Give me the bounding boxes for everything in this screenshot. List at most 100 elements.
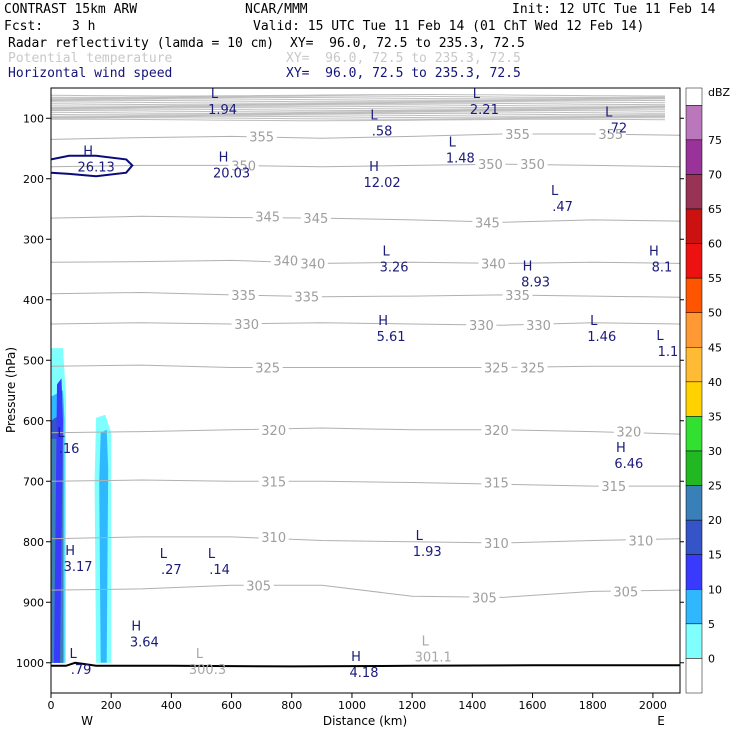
isentrope-label-bg (270, 252, 301, 268)
colorbar-swatch (685, 277, 703, 313)
isentrope-label-bg (613, 423, 644, 439)
isentrope-label: 340 (300, 257, 325, 272)
stratosphere-isentrope (51, 118, 666, 122)
colorbar-swatch (685, 450, 703, 486)
isentrope-label-bg (610, 583, 641, 599)
isentrope-325 (51, 364, 680, 368)
x-tick-label: 1600 (519, 699, 547, 712)
isentrope-label: 330 (526, 319, 551, 334)
x-tick-label: 800 (281, 699, 302, 712)
wind-extremum-value: 1.1 (658, 345, 679, 360)
isentrope-label-bg (481, 359, 512, 375)
stratosphere-isentrope (51, 104, 666, 107)
isentrope-label-bg (469, 589, 500, 605)
colorbar-label: 15 (708, 549, 722, 562)
x-tick-label: 400 (161, 699, 182, 712)
stratosphere-isentrope (51, 99, 666, 103)
wind-extremum-marker: L (449, 136, 457, 151)
wind-extremum-value: 3.64 (130, 636, 159, 651)
fcst-label: Fcst: (4, 19, 43, 34)
isentrope-label-bg (252, 359, 283, 375)
stratosphere-isentrope (51, 101, 666, 104)
stratosphere-isentrope (51, 95, 666, 98)
isentrope-label: 310 (261, 531, 286, 546)
isentrope-label-bg (228, 286, 259, 302)
wind-extremum-value: .14 (209, 563, 230, 578)
isentrope-label: 320 (484, 424, 509, 439)
wind-extremum-marker: L (57, 426, 65, 441)
colorbar-label: 50 (708, 307, 722, 320)
isentrope-label-bg (258, 421, 289, 437)
isentrope-label: 310 (484, 537, 509, 552)
isentrope-350 (51, 163, 680, 168)
colorbar-swatch (685, 381, 703, 417)
isentrope-label-bg (258, 473, 289, 489)
x-tick-label: 1800 (579, 699, 607, 712)
field-1-xy: XY= 96.0, 72.5 to 235.3, 72.5 (290, 36, 525, 51)
isentrope-label-bg (481, 534, 512, 550)
isentrope-label: 340 (481, 257, 506, 272)
y-tick-label: 100 (23, 112, 44, 125)
wind-extremum-value: 4.18 (350, 666, 379, 681)
field-1-name: Radar reflectivity (lamda = 10 cm) (8, 36, 274, 51)
y-tick-label: 600 (23, 415, 44, 428)
isentrope-label-bg (598, 478, 629, 494)
wind-extremum-marker: L (656, 329, 664, 344)
wind-extremum-marker: H (616, 441, 626, 456)
y-tick-label: 700 (23, 475, 44, 488)
fcst-value: 3 h (72, 19, 95, 34)
stratosphere-isentrope (51, 105, 666, 109)
colorbar-swatch (685, 554, 703, 590)
theta-extremum-value: 300.3 (189, 663, 226, 678)
stratosphere-isentrope (51, 110, 666, 113)
wind-extremum-value: .79 (71, 663, 92, 678)
isentrope-label-bg (625, 532, 656, 548)
y-tick-label: 200 (23, 173, 44, 186)
isentrope-label: 340 (273, 254, 298, 269)
isentrope-label: 325 (484, 362, 509, 377)
wind-extremum-value: 1.94 (208, 103, 237, 118)
wind-extremum-value: 3.26 (380, 260, 409, 275)
colorbar-label: 10 (708, 583, 722, 596)
x-tick-label: 2000 (639, 699, 667, 712)
colorbar-swatch (685, 312, 703, 348)
colorbar-label: 45 (708, 341, 722, 354)
theta-extremum-marker: L (196, 647, 204, 662)
x-tick-label: 1400 (458, 699, 486, 712)
stratosphere-isentrope (51, 107, 666, 110)
colorbar-label: 35 (708, 410, 722, 423)
colorbar-label: 20 (708, 514, 722, 527)
isentrope-label: 330 (234, 318, 259, 333)
wind-extremum-value: 20.03 (213, 167, 250, 182)
stratosphere-isentrope (51, 111, 666, 114)
y-tick-label: 300 (23, 233, 44, 246)
isentrope-label-bg (481, 421, 512, 437)
isentrope-label-bg (291, 288, 322, 304)
wind-extremum-marker: L (605, 105, 613, 120)
theta-extremum-marker: L (422, 635, 430, 650)
reflectivity-area (54, 378, 63, 663)
wind-extremum-marker: L (382, 244, 390, 259)
wind-extremum-value: 3.17 (64, 560, 93, 575)
isentrope-label-bg (228, 157, 259, 173)
wind-extremum-value: 8.1 (652, 260, 673, 275)
isentrope-label-bg (595, 125, 626, 141)
colorbar-swatch (685, 485, 703, 521)
wind-extremum-value: 5.61 (377, 330, 406, 345)
colorbar-label: 25 (708, 480, 722, 493)
theta-extremum-value: 301.1 (415, 651, 452, 666)
wind-extremum-marker: H (65, 544, 75, 559)
colorbar: dBZ 0 5 10 15 20 25 30 35 40 45 50 55 60 65 70 75 (685, 86, 731, 694)
model-title: CONTRAST 15km ARW (4, 2, 137, 17)
isentrope-label: 315 (261, 475, 286, 490)
wind-extremum-value: 1.93 (413, 545, 442, 560)
isentrope-315 (51, 479, 680, 487)
isentrope-label-bg (300, 210, 331, 226)
isentrope-label: 335 (294, 291, 319, 306)
isentrope-335 (51, 291, 680, 298)
x-axis-label: Distance (km) (323, 714, 407, 728)
wind-extremum-value: 1.46 (587, 330, 616, 345)
wind-extremum-marker: H (83, 145, 93, 160)
y-tick-label: 500 (23, 354, 44, 367)
